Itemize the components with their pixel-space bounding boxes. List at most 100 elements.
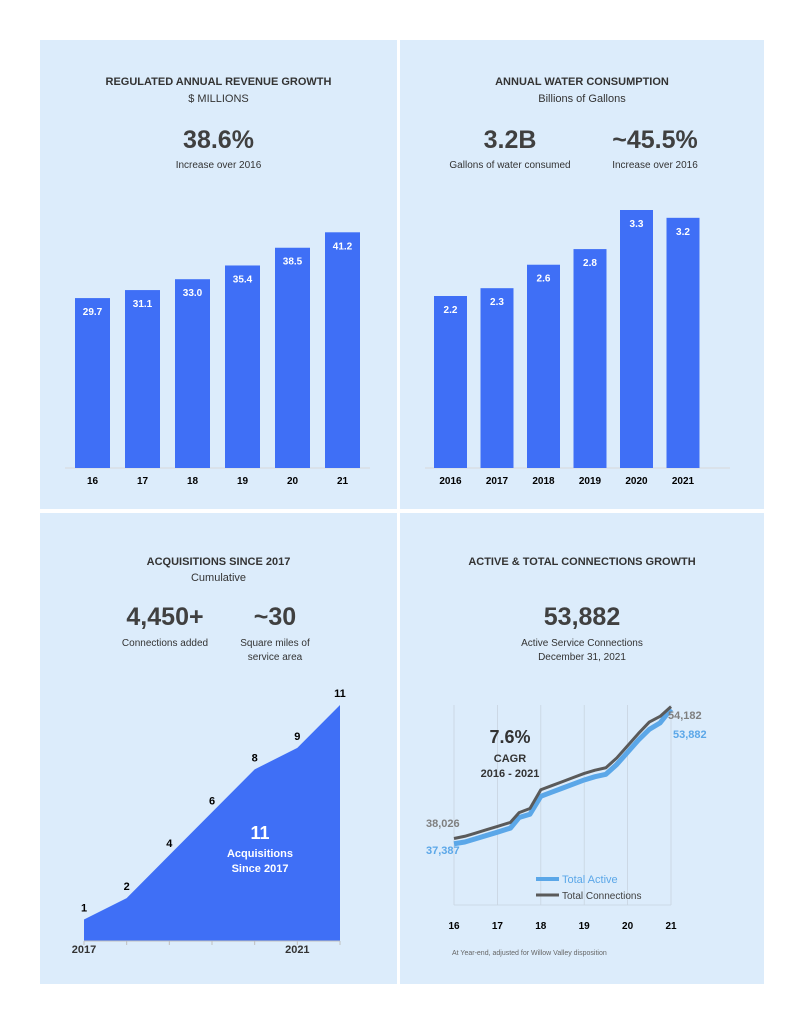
revenue-tick-label: 20 xyxy=(287,476,299,487)
revenue-bar-chart: 29.7 16 31.1 17 33.0 18 35.4 19 38.5 20 41.2 21 xyxy=(65,232,370,487)
water-bar xyxy=(573,249,607,468)
revenue-panel: REGULATED ANNUAL REVENUE GROWTH $ MILLIO… xyxy=(40,40,397,509)
water-bar-chart: 2.2 2016 2.3 2017 2.6 2018 2.8 2019 3.3 2020 3.2 20… xyxy=(425,210,730,487)
cagr-block: 7.6% CAGR 2016 - 2021 xyxy=(462,727,558,782)
water-bar xyxy=(666,217,700,468)
acquisitions-overlay-value: 11 xyxy=(250,823,270,843)
revenue-tick-label: 18 xyxy=(187,476,199,487)
water-tick-label: 2020 xyxy=(625,476,648,487)
legend-label-total-active: Total Active xyxy=(562,874,618,886)
acquisitions-data-label: 8 xyxy=(252,752,258,764)
connections-stat-caption-line2: December 31, 2021 xyxy=(538,652,626,663)
revenue-data-label: 29.7 xyxy=(83,307,103,318)
connections-tick-label: 19 xyxy=(579,921,591,932)
water-data-label: 3.3 xyxy=(630,219,644,230)
total-active-start-label: 37,387 xyxy=(426,845,460,857)
acquisitions-data-label: 9 xyxy=(294,731,300,743)
revenue-title: REGULATED ANNUAL REVENUE GROWTH xyxy=(105,76,332,88)
water-tick-label: 2016 xyxy=(439,476,462,487)
water-tick-label: 2021 xyxy=(672,476,695,487)
revenue-bar xyxy=(75,298,110,468)
acquisitions-stat1-caption: Connections added xyxy=(121,638,209,649)
revenue-data-label: 41.2 xyxy=(333,241,353,252)
legend-label-total-connections: Total Connections xyxy=(562,891,642,902)
acquisitions-data-label: 2 xyxy=(124,881,130,893)
connections-stat-caption: Active Service Connections December 31, … xyxy=(400,637,764,665)
revenue-tick-label: 19 xyxy=(237,476,249,487)
series-line-total-active xyxy=(453,707,673,847)
acquisitions-data-label: 1 xyxy=(81,903,87,915)
connections-title: ACTIVE & TOTAL CONNECTIONS GROWTH xyxy=(468,556,696,568)
water-tick-label: 2019 xyxy=(579,476,602,487)
total-connections-start-label: 38,026 xyxy=(426,818,460,830)
acquisitions-overlay: 11 Acquisitions Since 2017 xyxy=(210,823,310,877)
revenue-subtitle: $ MILLIONS xyxy=(188,93,249,105)
water-title: ANNUAL WATER CONSUMPTION xyxy=(495,76,669,88)
revenue-bar xyxy=(325,232,360,468)
connections-stat-value: 53,882 xyxy=(543,603,621,631)
connections-tick-label: 18 xyxy=(535,921,547,932)
acquisitions-data-label: 11 xyxy=(334,688,346,700)
revenue-data-label: 35.4 xyxy=(233,274,253,285)
revenue-data-label: 33.0 xyxy=(183,288,203,299)
revenue-bar xyxy=(175,279,210,468)
revenue-stat-caption: Increase over 2016 xyxy=(175,160,262,171)
water-tick-label: 2018 xyxy=(532,476,555,487)
acquisitions-area-chart: 1 2 4 6 8 9 11 2017 2021 xyxy=(72,688,346,956)
water-bar xyxy=(527,264,560,468)
connections-tick-label: 16 xyxy=(448,921,460,932)
connections-tick-label: 20 xyxy=(622,921,634,932)
revenue-data-label: 31.1 xyxy=(133,299,153,310)
acquisitions-panel: ACQUISITIONS SINCE 2017 Cumulative 4,450… xyxy=(40,513,397,984)
series-line-total-connections xyxy=(453,705,672,840)
connections-tick-label: 17 xyxy=(492,921,504,932)
water-data-label: 3.2 xyxy=(676,227,690,238)
water-data-label: 2.2 xyxy=(444,305,458,316)
cagr-value: 7.6% xyxy=(489,727,531,747)
water-subtitle: Billions of Gallons xyxy=(538,93,626,105)
acquisitions-area xyxy=(84,705,340,941)
water-data-label: 2.3 xyxy=(490,297,504,308)
water-data-label: 2.6 xyxy=(537,274,551,285)
acquisitions-subtitle: Cumulative xyxy=(190,572,247,584)
connections-footnote: At Year-end, adjusted for Willow Valley … xyxy=(452,950,607,957)
water-stat1-value: 3.2B xyxy=(483,126,537,154)
water-bar xyxy=(434,296,467,468)
revenue-data-label: 38.5 xyxy=(283,257,303,268)
connections-panel: ACTIVE & TOTAL CONNECTIONS GROWTH 53,882… xyxy=(400,513,764,984)
total-active-end-label: 53,882 xyxy=(673,729,707,741)
acquisitions-tick-label: 2021 xyxy=(285,944,309,956)
acquisitions-title: ACQUISITIONS SINCE 2017 xyxy=(146,556,291,568)
water-bar xyxy=(620,210,653,468)
water-tick-label: 2017 xyxy=(486,476,509,487)
revenue-bar xyxy=(125,290,160,468)
acquisitions-data-label: 4 xyxy=(166,838,173,850)
acquisitions-overlay-line2: Since 2017 xyxy=(231,863,289,875)
total-connections-end-label: 54,182 xyxy=(668,710,702,722)
revenue-bar xyxy=(225,265,260,468)
revenue-tick-label: 17 xyxy=(137,476,149,487)
water-data-label: 2.8 xyxy=(583,258,597,269)
acquisitions-stat2-caption: Square miles of service area xyxy=(220,637,330,665)
connections-tick-label: 21 xyxy=(665,921,677,932)
water-stat1-caption: Gallons of water consumed xyxy=(449,160,571,171)
revenue-stat-value: 38.6% xyxy=(183,126,254,154)
water-panel: ANNUAL WATER CONSUMPTION Billions of Gal… xyxy=(400,40,764,509)
acquisitions-tick-label: 2017 xyxy=(72,944,96,956)
connections-line-chart: 16 17 18 19 20 21 38,026 37,387 54,182 53,882 Tota… xyxy=(426,705,707,932)
revenue-bar xyxy=(275,247,310,468)
acquisitions-stat2-caption-line2: service area xyxy=(247,652,303,663)
cagr-range: 2016 - 2021 xyxy=(480,768,540,780)
water-bar xyxy=(480,288,514,468)
acquisitions-overlay-line1: Acquisitions xyxy=(226,848,293,860)
revenue-tick-label: 21 xyxy=(337,476,349,487)
water-stat2-caption: Increase over 2016 xyxy=(612,160,698,171)
water-stat2-value: ~45.5% xyxy=(612,126,698,154)
acquisitions-stat2-value: ~30 xyxy=(253,603,297,631)
revenue-tick-label: 16 xyxy=(87,476,99,487)
cagr-label: CAGR xyxy=(493,753,527,765)
acquisitions-data-label: 6 xyxy=(209,795,215,807)
connections-stat-caption-line1: Active Service Connections xyxy=(521,638,643,649)
acquisitions-stat1-value: 4,450+ xyxy=(126,603,204,631)
acquisitions-stat2-caption-line1: Square miles of xyxy=(240,638,310,649)
